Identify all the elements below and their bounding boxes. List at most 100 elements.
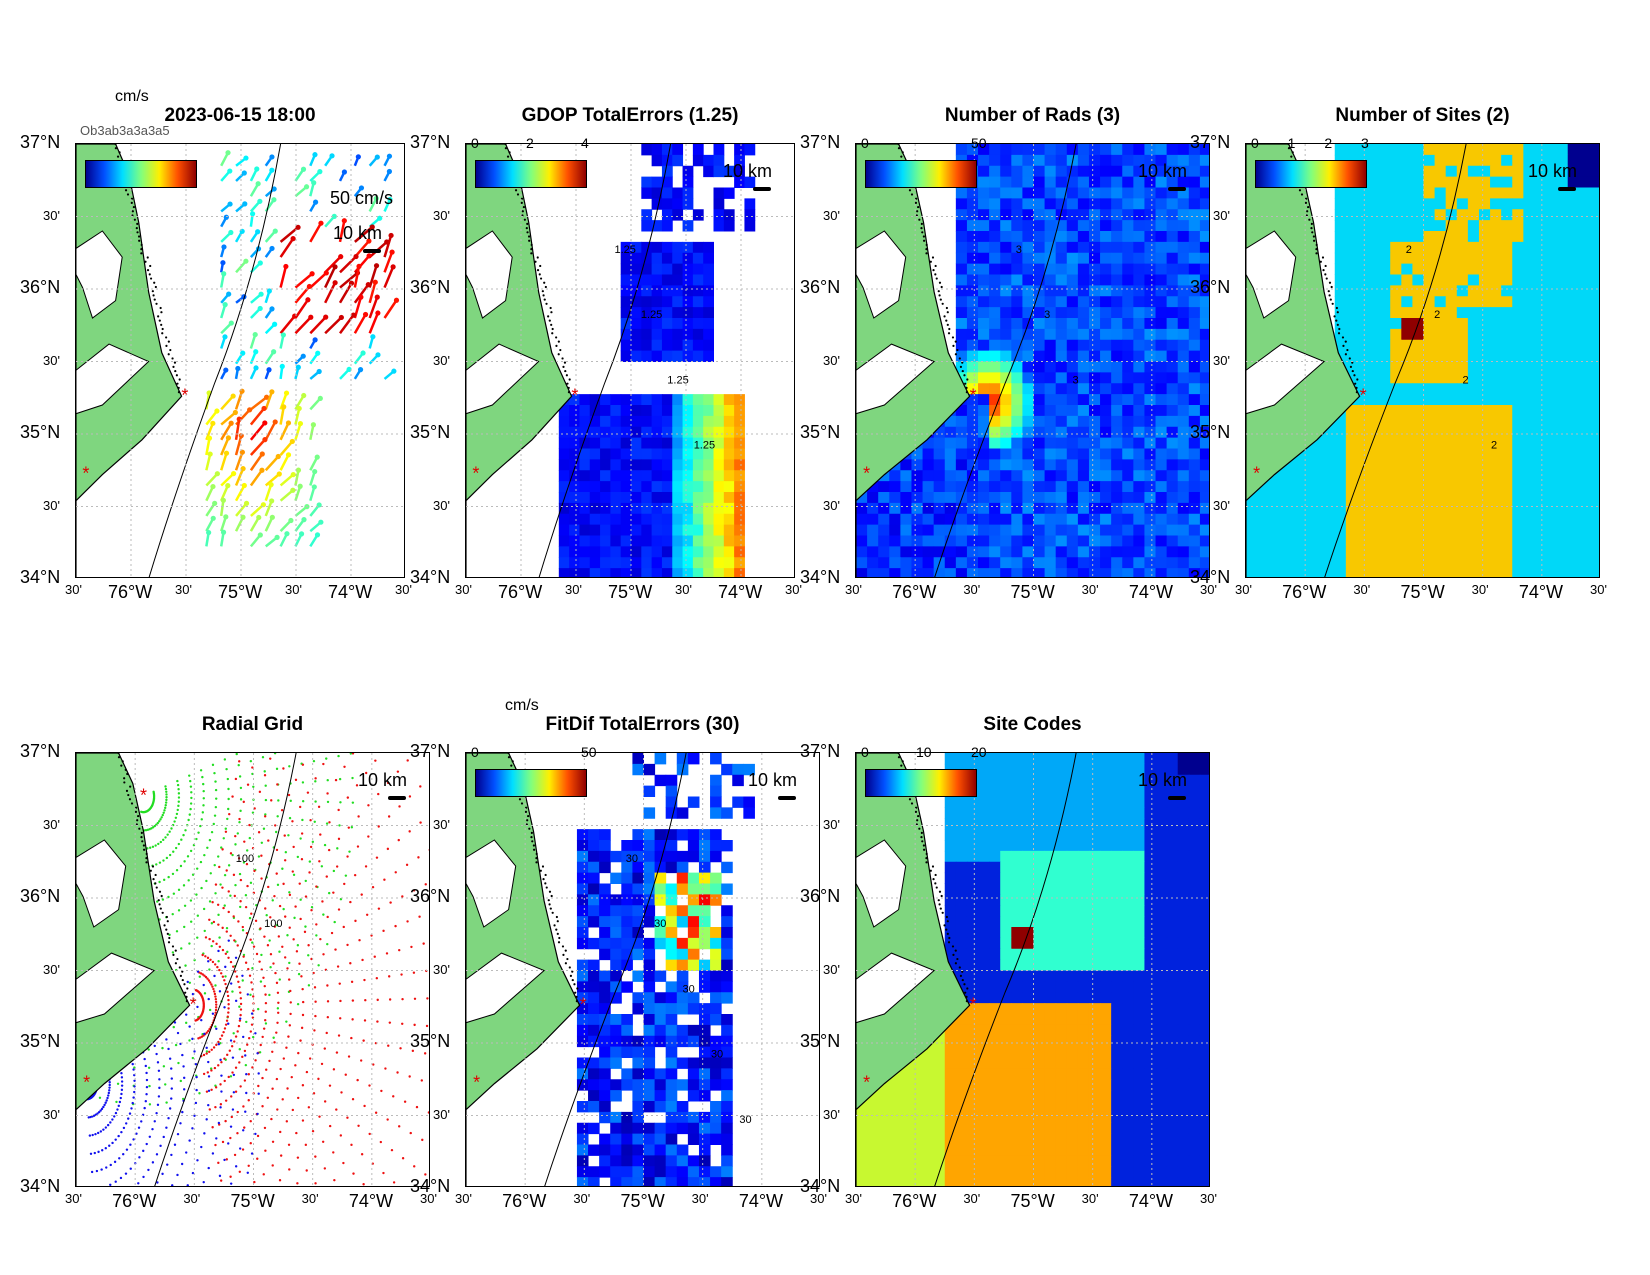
data-cell (1412, 437, 1424, 449)
data-cell (966, 394, 979, 406)
data-cell (1111, 405, 1123, 417)
data-cell (1368, 394, 1380, 406)
data-cell (1077, 535, 1090, 547)
data-cell (1000, 307, 1012, 319)
vector-head (388, 232, 394, 239)
data-cell (878, 513, 890, 526)
radial-grid-point (220, 1074, 223, 1077)
data-cell (1478, 535, 1491, 547)
data-cell (1334, 459, 1347, 471)
radial-grid-point (211, 763, 215, 767)
data-cell (600, 492, 611, 504)
radial-grid-point (288, 765, 291, 768)
data-cell (1133, 209, 1145, 221)
radial-grid-point (224, 1099, 228, 1102)
shoreline-dot (920, 222, 923, 225)
vector-head (240, 514, 246, 520)
data-cell (1133, 513, 1145, 526)
data-cell (1379, 176, 1391, 188)
shoreline-dot (563, 361, 567, 364)
radial-grid-point (261, 1076, 264, 1080)
shoreline-dot (1315, 248, 1318, 251)
data-cell (1100, 339, 1112, 352)
vector-head (305, 297, 311, 303)
data-cell (1545, 546, 1558, 558)
radial-grid-point (245, 1073, 248, 1076)
radial-grid-point (294, 905, 297, 908)
site-marker: * (1360, 385, 1367, 405)
data-cell (589, 437, 601, 449)
radial-grid-point (195, 1075, 198, 1079)
shoreline-dot (523, 218, 526, 221)
data-cell (966, 459, 979, 471)
site-marker: * (970, 385, 977, 405)
data-cell (1188, 307, 1201, 319)
data-cell (698, 872, 711, 884)
data-cell (651, 481, 663, 493)
radial-grid-point (308, 860, 312, 863)
data-cell (588, 1014, 600, 1026)
current-vector (279, 473, 295, 487)
data-cell (703, 394, 714, 406)
radial-grid-point (246, 1043, 249, 1046)
data-cell (1077, 492, 1090, 504)
data-cell (1567, 426, 1580, 439)
data-cell (1545, 263, 1558, 275)
radial-grid-point (247, 1099, 250, 1102)
radial-grid-point (231, 853, 234, 857)
radial-grid-point (349, 962, 352, 965)
data-cell (1501, 187, 1513, 199)
data-cell (1589, 361, 1599, 373)
radial-grid-point (360, 893, 363, 896)
data-cell (631, 568, 642, 577)
data-cell (1044, 448, 1057, 460)
data-cell (1188, 394, 1201, 406)
shoreline-dot (128, 798, 132, 801)
data-cell (1545, 524, 1558, 536)
data-cell (1011, 524, 1023, 536)
radial-grid-point (275, 767, 279, 771)
radial-grid-point (236, 1110, 239, 1114)
data-cell (1055, 231, 1068, 243)
shoreline-dot (534, 260, 537, 263)
shoreline-dot (1325, 277, 1328, 280)
data-cell (1088, 524, 1101, 536)
current-vector (249, 453, 264, 471)
radial-grid-point (304, 879, 307, 883)
data-cell (1000, 568, 1012, 577)
radial-grid-point (239, 1002, 243, 1006)
data-cell (989, 502, 1001, 515)
data-cell (1589, 154, 1599, 167)
data-cell (1199, 492, 1209, 504)
data-cell (955, 513, 968, 526)
contour-label: 100 (264, 918, 282, 930)
data-cell (1467, 176, 1480, 188)
data-cell (1545, 209, 1558, 221)
longitude-label: 30' (845, 582, 862, 597)
shoreline-dot (964, 382, 967, 385)
radial-grid-point (131, 1101, 134, 1105)
data-cell (579, 568, 591, 577)
data-cell (1044, 339, 1057, 352)
radial-grid-point (218, 990, 222, 993)
radial-grid-point (339, 999, 342, 1003)
data-cell (632, 850, 644, 863)
data-cell (643, 905, 656, 917)
radial-grid-point (239, 1085, 242, 1088)
data-cell (1088, 437, 1101, 449)
vector-head (358, 294, 364, 300)
data-cell (610, 970, 622, 982)
data-cell (1345, 339, 1358, 352)
data-cell (1478, 318, 1491, 330)
data-cell (1345, 502, 1358, 515)
site-marker: * (82, 464, 89, 484)
data-cell (651, 405, 663, 417)
data-cell (1188, 241, 1201, 254)
data-cell (713, 165, 725, 178)
data-cell (1100, 231, 1112, 243)
data-cell (682, 350, 694, 362)
data-cell (631, 502, 642, 515)
contour-label: 3 (1044, 309, 1050, 321)
data-cell (1390, 328, 1402, 341)
radial-grid-point (259, 1043, 262, 1047)
